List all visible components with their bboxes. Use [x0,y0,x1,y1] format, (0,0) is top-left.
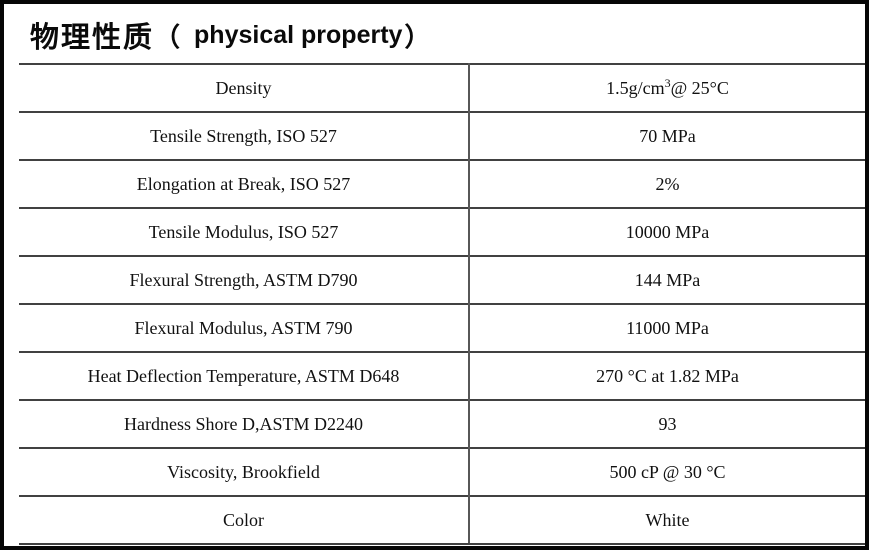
property-value-cell: 93 [469,399,865,448]
property-name-text: Flexural Strength, ASTM D790 [129,269,358,290]
property-value-text: 70 MPa [639,125,696,146]
property-value-cell: 11000 MPa [469,303,865,352]
page-title-english: physical property [194,20,403,49]
property-value-text-continued: @ 25°C [670,77,729,98]
page-title-chinese: 物理性质 [30,20,155,54]
table-row: Viscosity, Brookfield 500 cP @ 30 °C [19,447,865,496]
property-name-text: Flexural Modulus, ASTM 790 [134,317,353,338]
table-row: Elongation at Break, ISO 527 2% [19,159,865,208]
property-name-cell: Density [19,63,470,112]
physical-property-table-body: Density 1.5g/cm3@ 25°C Tensile Strength,… [19,63,865,545]
property-value-text: 10000 MPa [625,221,710,242]
property-name-text: Tensile Strength, ISO 527 [150,125,337,146]
property-name-text: Color [222,509,264,530]
property-name-cell: Heat Deflection Temperature, ASTM D648 [19,351,470,400]
title-close-paren: ） [404,22,431,53]
property-value-cell: 70 MPa [469,111,865,160]
table-row: Density 1.5g/cm3@ 25°C [19,63,865,112]
property-value-text: White [645,509,690,530]
property-value-text: 500 cP @ 30 °C [609,461,726,482]
table-row: Hardness Shore D,ASTM D2240 93 [19,399,865,448]
table-row: Color White [19,495,865,545]
property-value-cell: 270 °C at 1.82 MPa [469,351,865,400]
property-value-cell: 10000 MPa [469,207,865,256]
property-name-text: Viscosity, Brookfield [167,461,320,482]
property-name-cell: Elongation at Break, ISO 527 [19,159,470,208]
table-row: Flexural Modulus, ASTM 790 11000 MPa [19,303,865,352]
property-value-cell: 1.5g/cm3@ 25°C [469,63,865,112]
page-title: 物理性质（ physical property） [30,8,430,62]
property-name-cell: Tensile Strength, ISO 527 [19,111,470,160]
property-value-text: 11000 MPa [626,317,709,338]
property-name-cell: Color [19,495,470,545]
table-row: Flexural Strength, ASTM D790 144 MPa [19,255,865,304]
property-value-text: 270 °C at 1.82 MPa [596,365,739,386]
physical-property-table: Density 1.5g/cm3@ 25°C Tensile Strength,… [19,63,865,545]
property-value-text: 144 MPa [634,269,701,290]
property-value-text: 2% [655,173,680,194]
property-name-cell: Viscosity, Brookfield [19,447,470,496]
property-name-text: Tensile Modulus, ISO 527 [148,221,339,242]
property-value-text: 1.5g/cm [606,77,665,98]
property-name-text: Heat Deflection Temperature, ASTM D648 [87,365,400,386]
title-open-paren: （ [154,22,181,53]
property-value-cell: 500 cP @ 30 °C [469,447,865,496]
table-row: Heat Deflection Temperature, ASTM D648 2… [19,351,865,400]
property-value-cell: 2% [469,159,865,208]
table-row: Tensile Strength, ISO 527 70 MPa [19,111,865,160]
property-name-text: Density [215,77,272,98]
property-name-cell: Hardness Shore D,ASTM D2240 [19,399,470,448]
property-value-cell: 144 MPa [469,255,865,304]
property-name-cell: Tensile Modulus, ISO 527 [19,207,470,256]
property-value-text: 93 [658,413,677,434]
property-value-superscript: 3 [664,75,671,90]
property-name-cell: Flexural Modulus, ASTM 790 [19,303,470,352]
property-name-text: Hardness Shore D,ASTM D2240 [124,413,363,434]
property-name-cell: Flexural Strength, ASTM D790 [19,255,470,304]
property-name-text: Elongation at Break, ISO 527 [136,173,351,194]
property-value-cell: White [469,495,865,545]
table-row: Tensile Modulus, ISO 527 10000 MPa [19,207,865,256]
